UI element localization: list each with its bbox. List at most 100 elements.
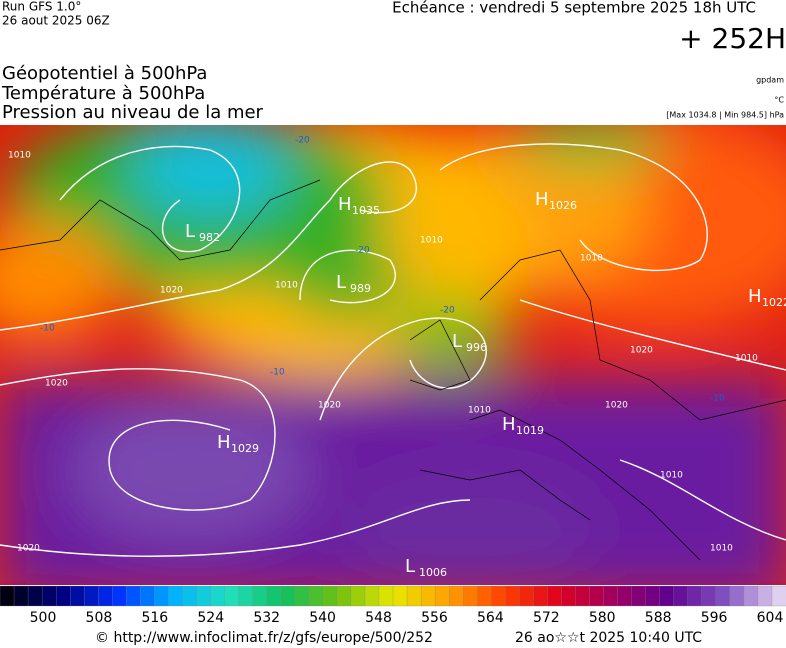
range: [Max 1034.8 | Min 984.5] hPa xyxy=(666,111,784,120)
colorbar-swatch xyxy=(547,585,563,607)
colorbar-swatch xyxy=(491,585,506,607)
temperature-label: -10 xyxy=(40,324,55,334)
isobar-label: 1010 xyxy=(710,544,733,554)
colorbar-swatch xyxy=(715,585,731,607)
colorbar-swatch xyxy=(533,585,549,607)
isobar-label: 1010 xyxy=(8,151,31,161)
map: H1035L982L989H1026H1022L996H1019H1029L10… xyxy=(0,125,786,585)
colorbar-swatch xyxy=(743,585,759,607)
colorbar-swatch xyxy=(55,585,71,607)
colorbar-label: 508 xyxy=(86,610,113,626)
colorbar-label: 556 xyxy=(421,610,448,626)
colorbar-swatch xyxy=(477,585,492,607)
colorbar-label: 596 xyxy=(701,610,728,626)
isobar-label: 1010 xyxy=(468,406,491,416)
colorbar-swatch xyxy=(519,585,535,607)
colorbar-swatch xyxy=(589,585,605,607)
center-letter: H xyxy=(338,194,352,215)
center-value: 1026 xyxy=(549,199,577,212)
colorbar-swatch xyxy=(0,585,15,607)
colorbar-swatch xyxy=(463,585,478,607)
colorbar-swatch xyxy=(603,585,619,607)
colorbar-label: 580 xyxy=(589,610,616,626)
title: Pression au niveau de la mer xyxy=(2,102,264,123)
colorbar-swatch xyxy=(140,585,156,607)
isobar-label: 1010 xyxy=(735,354,758,364)
lead: + 252H xyxy=(679,22,786,55)
center-letter: H xyxy=(502,414,516,435)
center-value: 1019 xyxy=(516,424,544,437)
valid: Echéance : vendredi 5 septembre 2025 18h… xyxy=(392,0,756,17)
center-letter: L xyxy=(336,272,346,293)
isobar-label: 1020 xyxy=(160,286,183,296)
isobar-label: 1020 xyxy=(45,379,68,389)
isobar-label: 1020 xyxy=(605,401,628,411)
isobar-label: 1010 xyxy=(580,254,603,264)
isobar-label: 1020 xyxy=(17,544,40,554)
center-value: 982 xyxy=(199,231,220,244)
temperature-label: -10 xyxy=(710,394,725,404)
colorbar-swatch xyxy=(505,585,520,607)
colorbar-swatch xyxy=(336,585,352,607)
unit: gpdam xyxy=(756,76,784,85)
colorbar-label: 588 xyxy=(645,610,672,626)
colorbar-swatch xyxy=(41,585,57,607)
center-letter: H xyxy=(535,189,549,210)
colorbar-swatch xyxy=(378,585,394,607)
colorbar-swatch xyxy=(729,585,745,607)
colorbar-label: 540 xyxy=(309,610,336,626)
colorbar-swatch xyxy=(224,585,240,607)
colorbar-swatch xyxy=(266,585,282,607)
colorbar-label: 516 xyxy=(141,610,168,626)
colorbar-label: 604 xyxy=(757,610,784,626)
colorbar-label: 548 xyxy=(365,610,392,626)
colorbar-label: 524 xyxy=(197,610,224,626)
colorbar-swatch xyxy=(154,585,170,607)
center-letter: H xyxy=(748,286,762,307)
colorbar-swatch xyxy=(617,585,633,607)
colorbar-swatch xyxy=(757,585,773,607)
isobar-label: 1010 xyxy=(275,281,298,291)
colorbar-swatch xyxy=(350,585,366,607)
colorbar-swatch xyxy=(70,585,85,607)
colorbar-swatch xyxy=(631,585,647,607)
colorbar-swatch xyxy=(112,585,127,607)
colorbar-swatch xyxy=(687,585,703,607)
center-value: 989 xyxy=(350,282,371,295)
center-letter: H xyxy=(217,432,231,453)
colorbar-swatch xyxy=(771,585,786,607)
colorbar-swatch xyxy=(27,585,43,607)
colorbar-label: 500 xyxy=(30,610,57,626)
run: Run GFS 1.0° xyxy=(2,0,81,14)
center-value: 996 xyxy=(466,341,487,354)
colorbar-swatch xyxy=(392,585,408,607)
colorbar-swatch xyxy=(98,585,113,607)
center-value: 1035 xyxy=(352,204,380,217)
temperature-label: -20 xyxy=(355,246,370,256)
center-letter: L xyxy=(452,331,462,352)
colorbar-swatch xyxy=(168,585,184,607)
colorbar-swatch xyxy=(575,585,591,607)
isobar-label: 1020 xyxy=(318,401,341,411)
colorbar-swatch xyxy=(406,585,422,607)
colorbar-swatch xyxy=(645,585,661,607)
center-letter: L xyxy=(405,556,415,577)
colorbar-swatch xyxy=(701,585,717,607)
center-value: 1029 xyxy=(231,442,259,455)
colorbar-swatch xyxy=(308,585,324,607)
center-value: 1006 xyxy=(419,566,447,579)
colorbar-swatch xyxy=(448,585,464,607)
colorbar-swatch xyxy=(561,585,577,607)
footer-date: 26 ao☆☆t 2025 10:40 UTC xyxy=(515,630,702,646)
colorbar-label: 572 xyxy=(533,610,560,626)
colorbar-swatch xyxy=(252,585,268,607)
colorbar-swatch xyxy=(294,585,310,607)
colorbar-swatch xyxy=(196,585,212,607)
init: 26 aout 2025 06Z xyxy=(2,14,110,28)
colorbar-swatch xyxy=(13,585,29,607)
isobar-label: 1010 xyxy=(420,236,443,246)
title: Géopotentiel à 500hPa xyxy=(2,63,207,84)
unit: °C xyxy=(774,96,784,105)
temperature-label: -20 xyxy=(295,136,310,146)
